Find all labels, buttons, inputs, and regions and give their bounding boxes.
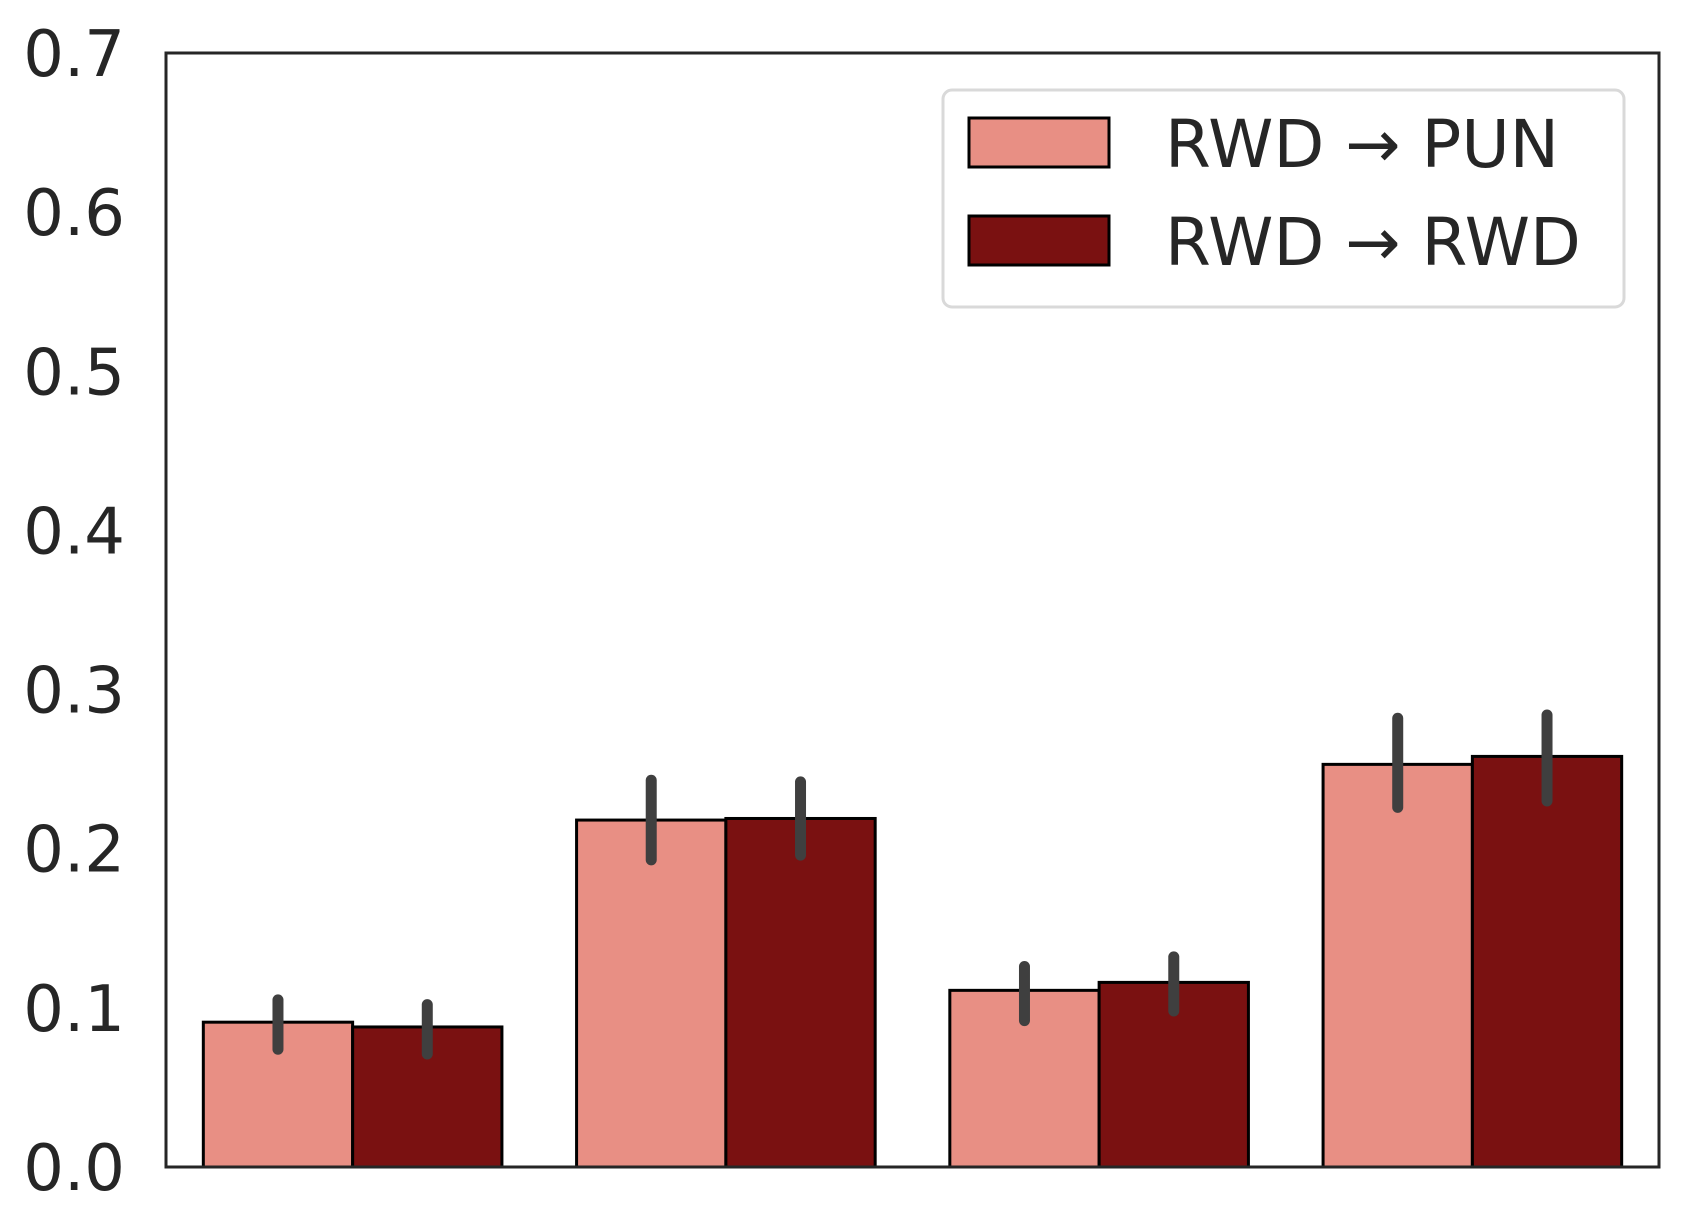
legend-label-series-2: RWD → RWD bbox=[1165, 204, 1581, 281]
legend-swatch-series-1 bbox=[967, 116, 1111, 169]
y-tick-label: 0.3 bbox=[23, 655, 125, 729]
y-tick-label: 0.2 bbox=[23, 814, 125, 888]
plot-frame bbox=[164, 51, 1661, 1169]
y-axis-ticks: 0.0 0.1 0.2 0.3 0.4 0.5 0.6 0.7 bbox=[23, 18, 125, 1206]
bars-layer bbox=[201, 754, 1624, 1169]
bar-series-1-group-2 bbox=[575, 818, 728, 1169]
legend-label-series-1: RWD → PUN bbox=[1165, 106, 1559, 183]
y-tick-label: 0.5 bbox=[23, 336, 125, 410]
errorbars-layer bbox=[272, 709, 1553, 1060]
legend: RWD → PUN RWD → RWD bbox=[941, 88, 1626, 309]
y-tick-label: 0.6 bbox=[23, 177, 125, 251]
legend-swatch-series-2 bbox=[967, 214, 1111, 267]
legend-box bbox=[941, 88, 1626, 309]
y-tick-label: 0.1 bbox=[23, 973, 125, 1047]
bar-series-2-group-4 bbox=[1470, 754, 1624, 1169]
y-tick-label: 0.7 bbox=[23, 18, 125, 92]
y-tick-label: 0.4 bbox=[23, 495, 125, 569]
bar-series-2-group-2 bbox=[724, 816, 877, 1169]
y-tick-label: 0.0 bbox=[23, 1132, 125, 1206]
bar-series-1-group-4 bbox=[1321, 762, 1474, 1169]
